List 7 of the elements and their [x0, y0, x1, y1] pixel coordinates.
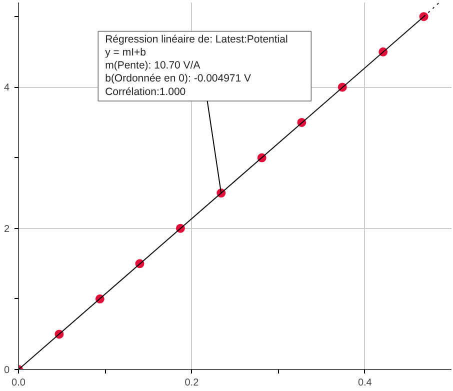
annotation: Régression linéaire de: Latest:Potential y = mI+b m(Pente): 10.70 V/A b(Ordonnée en 0): -0.004971 V Corrélation:1.000	[105, 34, 288, 98]
y-tick-label: 0	[4, 365, 10, 376]
y-tick-label: 2	[4, 224, 10, 235]
x-tick-label: 0.0	[12, 378, 26, 388]
x-tick-label: 0.4	[358, 378, 372, 388]
y-tick-label: 4	[4, 82, 10, 94]
x-tick-label: 0.2	[184, 378, 200, 388]
